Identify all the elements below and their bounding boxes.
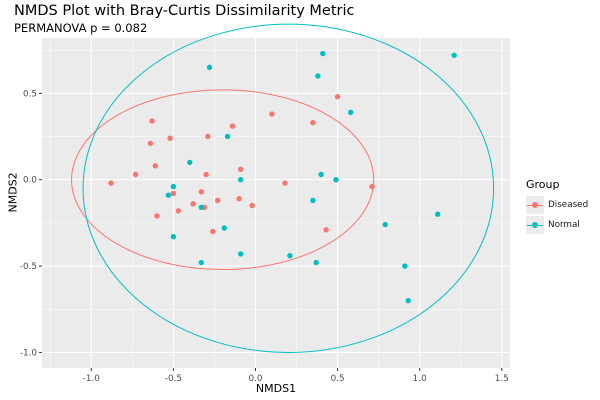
- point-diseased: [269, 111, 275, 117]
- y-axis-label: NMDS2: [6, 172, 20, 213]
- point-normal: [170, 233, 177, 240]
- legend-item-normal: Normal: [526, 215, 588, 235]
- x-tick-label: -1.0: [83, 374, 101, 384]
- point-diseased: [175, 208, 181, 214]
- legend-key-normal: [526, 216, 544, 234]
- point-diseased: [215, 197, 221, 204]
- point-diseased: [108, 180, 114, 186]
- legend-dot-diseased: [532, 202, 538, 208]
- point-diseased: [282, 180, 288, 186]
- point-diseased: [236, 195, 242, 202]
- legend-dot-normal: [532, 222, 538, 228]
- data-points: [108, 50, 457, 304]
- point-normal: [224, 133, 231, 140]
- point-diseased: [310, 119, 316, 126]
- point-normal: [405, 297, 411, 304]
- point-normal: [451, 52, 457, 58]
- y-tick-label: 0.5: [23, 89, 37, 99]
- point-normal: [348, 109, 354, 115]
- ellipse-diseased: [71, 89, 375, 271]
- x-tick-label: -0.5: [165, 374, 182, 384]
- point-diseased: [170, 190, 177, 197]
- point-diseased: [132, 171, 139, 178]
- legend-item-diseased: Diseased: [526, 195, 588, 215]
- x-tick-label: 1.5: [495, 374, 509, 384]
- point-diseased: [149, 118, 155, 124]
- point-normal: [165, 192, 172, 198]
- legend: Group Diseased Normal: [526, 178, 588, 235]
- chart-title: NMDS Plot with Bray-Curtis Dissimilarity…: [14, 3, 355, 19]
- y-axis-ticks: -1.0 -0.5 0.0 0.5: [20, 89, 42, 358]
- point-diseased: [152, 163, 159, 169]
- point-normal: [318, 171, 324, 178]
- major-grid: [42, 38, 510, 368]
- point-diseased: [237, 166, 244, 173]
- point-diseased: [229, 123, 236, 129]
- point-normal: [237, 176, 244, 183]
- point-normal: [187, 159, 193, 166]
- point-normal: [206, 64, 213, 71]
- point-normal: [435, 211, 441, 217]
- point-diseased: [190, 201, 196, 207]
- point-normal: [402, 263, 408, 269]
- point-diseased: [210, 228, 216, 235]
- point-normal: [198, 259, 204, 266]
- confidence-ellipses: [71, 23, 495, 353]
- panel-background: [42, 38, 510, 368]
- legend-label-diseased: Diseased: [548, 200, 589, 210]
- legend-key-diseased: [526, 196, 544, 214]
- point-diseased: [323, 227, 329, 233]
- y-tick-label: -0.5: [20, 262, 37, 272]
- point-normal: [315, 73, 321, 79]
- point-normal: [313, 259, 319, 266]
- chart-subtitle: PERMANOVA p = 0.082: [14, 21, 148, 35]
- point-diseased: [147, 140, 154, 147]
- point-diseased: [369, 183, 375, 190]
- point-normal: [320, 50, 326, 57]
- point-normal: [221, 225, 227, 231]
- point-normal: [310, 197, 316, 204]
- point-normal: [382, 221, 388, 228]
- point-normal: [170, 183, 177, 190]
- point-normal: [333, 176, 339, 183]
- legend-label-normal: Normal: [548, 220, 580, 230]
- y-tick-label: -1.0: [20, 348, 38, 358]
- x-tick-label: 1.0: [413, 374, 427, 384]
- point-normal: [287, 252, 293, 259]
- y-tick-label: 0.0: [23, 176, 37, 186]
- point-diseased: [154, 213, 160, 219]
- point-diseased: [198, 189, 204, 195]
- point-diseased: [203, 171, 209, 178]
- legend-title: Group: [526, 178, 560, 191]
- point-diseased: [334, 94, 341, 100]
- ellipse-normal: [82, 23, 495, 353]
- point-diseased: [205, 133, 211, 140]
- point-normal: [237, 251, 244, 257]
- x-tick-label: 0.0: [248, 374, 262, 384]
- point-diseased: [249, 202, 255, 209]
- x-tick-label: 0.5: [331, 374, 345, 384]
- x-axis-ticks: -1.0 -0.5 0.0 0.5 1.0 1.5: [83, 368, 509, 384]
- point-diseased: [167, 135, 173, 141]
- point-normal: [198, 204, 204, 211]
- x-axis-label: NMDS1: [255, 382, 297, 395]
